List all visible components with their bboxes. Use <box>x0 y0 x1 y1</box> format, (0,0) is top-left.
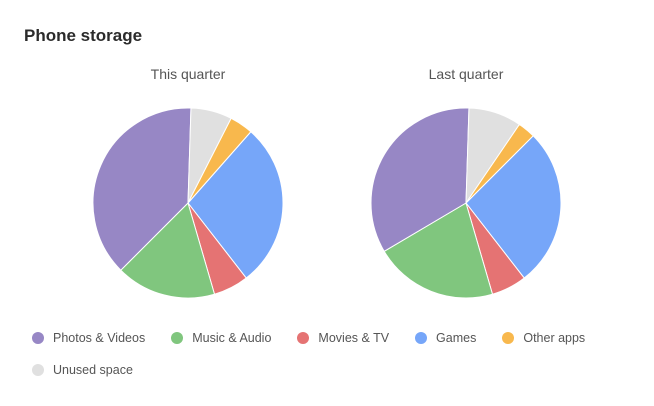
legend: Photos & Videos Music & Audio Movies & TV G… <box>32 330 632 378</box>
legend-swatch <box>32 364 44 376</box>
pie-title-last-quarter: Last quarter <box>428 66 504 82</box>
legend-label: Music & Audio <box>192 331 272 345</box>
pie-slice-music-audio-last-quarter[interactable] <box>383 202 494 299</box>
legend-item-unused-space[interactable]: Unused space <box>32 362 133 378</box>
legend-swatch <box>415 332 428 344</box>
legend-swatch <box>502 332 515 344</box>
legend-label: Other apps <box>523 331 586 345</box>
pie-charts <box>92 107 562 299</box>
pie-slice-music-audio-this-quarter[interactable] <box>120 202 216 299</box>
legend-item-photos-videos[interactable]: Photos & Videos <box>32 330 145 346</box>
pie-slice-other-apps-this-quarter[interactable] <box>187 117 252 204</box>
pie-title-this-quarter: This quarter <box>150 66 226 82</box>
legend-label: Photos & Videos <box>53 331 146 345</box>
pie-slice-photos-videos-this-quarter[interactable] <box>92 107 192 271</box>
pie-slice-other-apps-last-quarter[interactable] <box>465 123 534 204</box>
legend-item-other-apps[interactable]: Other apps <box>502 330 585 346</box>
legend-swatch <box>297 332 310 344</box>
legend-swatch <box>32 332 44 344</box>
chart-title: Phone storage <box>24 26 143 45</box>
legend-label: Movies & TV <box>318 331 390 345</box>
legend-label: Games <box>436 331 477 345</box>
pie-slice-games-this-quarter[interactable] <box>187 131 284 279</box>
legend-item-movies-tv[interactable]: Movies & TV <box>297 330 389 346</box>
legend-label: Unused space <box>53 363 133 377</box>
pie-slice-photos-videos-last-quarter[interactable] <box>370 107 470 253</box>
legend-swatch <box>171 332 184 344</box>
pie-slice-games-last-quarter[interactable] <box>465 135 562 279</box>
legend-item-games[interactable]: Games <box>415 330 476 346</box>
legend-item-music-audio[interactable]: Music & Audio <box>171 330 271 346</box>
